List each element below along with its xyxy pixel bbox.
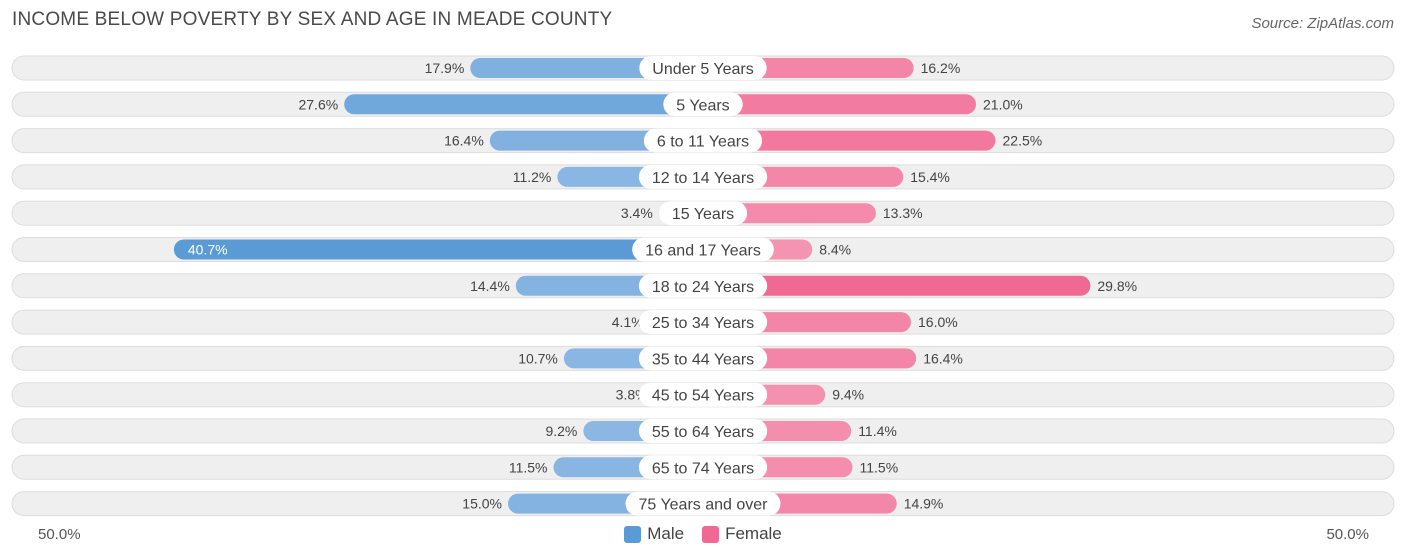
male-value-label: 11.2%: [513, 169, 552, 185]
female-value-label: 13.3%: [883, 205, 923, 221]
female-value-label: 16.4%: [923, 350, 963, 366]
category-label: 65 to 74 Years: [652, 460, 754, 477]
male-value-label: 27.6%: [298, 96, 338, 112]
category-label: 6 to 11 Years: [657, 134, 749, 151]
male-value-label: 9.2%: [545, 423, 577, 439]
male-value-label: 3.4%: [621, 205, 653, 221]
female-bar: [703, 275, 1091, 296]
female-value-label: 11.5%: [860, 459, 899, 475]
category-label: 12 to 14 Years: [652, 170, 754, 187]
legend-swatch-female: [702, 525, 720, 543]
category-pill: [638, 273, 768, 298]
category-label: 75 Years and over: [639, 497, 769, 514]
category-label: 35 to 44 Years: [652, 351, 754, 368]
category-pill: [638, 346, 768, 371]
axis-right-label: 50.0%: [1326, 526, 1369, 543]
male-value-label: 11.5%: [509, 459, 548, 475]
legend-swatch-male: [624, 525, 642, 543]
category-label: 15 Years: [672, 206, 734, 223]
female-bar: [703, 203, 876, 224]
category-label: Under 5 Years: [652, 61, 753, 78]
male-value-label: 17.9%: [425, 60, 465, 76]
category-label: 45 to 54 Years: [652, 388, 754, 405]
category-pill: [638, 310, 768, 335]
legend-item-male: Male: [624, 524, 684, 544]
male-value-label: 15.0%: [462, 496, 502, 512]
female-value-label: 22.5%: [1003, 133, 1043, 149]
female-bar: [703, 130, 996, 151]
category-pill: [638, 382, 768, 407]
category-pill: [625, 491, 781, 516]
category-pill: [658, 201, 748, 226]
male-value-label: 40.7%: [188, 242, 228, 258]
female-value-label: 15.4%: [910, 169, 950, 185]
category-pill: [638, 455, 768, 480]
male-value-label: 16.4%: [444, 133, 484, 149]
male-bar: [344, 94, 703, 115]
category-pill: [643, 128, 763, 153]
legend-label-female: Female: [725, 524, 782, 543]
female-value-label: 16.2%: [921, 60, 961, 76]
category-label: 55 to 64 Years: [652, 424, 754, 441]
category-label: 16 and 17 Years: [645, 243, 761, 260]
category-label: 5 Years: [676, 97, 729, 114]
category-pill: [639, 56, 767, 80]
female-value-label: 16.0%: [918, 314, 958, 330]
legend-item-female: Female: [702, 524, 782, 544]
axis-left-label: 50.0%: [38, 526, 81, 543]
male-value-label: 4.1%: [612, 314, 644, 330]
source-label: Source: ZipAtlas.com: [1251, 15, 1394, 32]
male-bar: [173, 239, 703, 260]
chart-title: INCOME BELOW POVERTY BY SEX AND AGE IN M…: [12, 9, 613, 30]
female-value-label: 9.4%: [832, 387, 864, 403]
female-value-label: 29.8%: [1097, 278, 1137, 294]
category-label: 25 to 34 Years: [652, 315, 754, 332]
category-pill: [663, 92, 743, 117]
female-value-label: 14.9%: [904, 496, 944, 512]
category-pill: [632, 237, 774, 262]
female-value-label: 11.4%: [858, 423, 897, 439]
male-value-label: 14.4%: [470, 278, 510, 294]
female-value-label: 21.0%: [983, 96, 1023, 112]
category-pill: [638, 419, 768, 443]
category-label: 18 to 24 Years: [652, 279, 754, 296]
male-value-label: 10.7%: [518, 350, 558, 366]
legend-label-male: Male: [647, 524, 685, 543]
category-pill: [638, 164, 768, 189]
female-value-label: 8.4%: [819, 242, 851, 258]
legend: Male Female: [0, 524, 1406, 544]
female-bar: [703, 94, 976, 115]
